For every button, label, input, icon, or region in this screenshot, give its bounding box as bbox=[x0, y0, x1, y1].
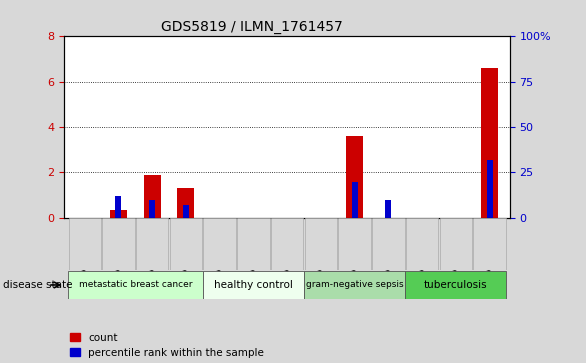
Bar bbox=[183, 205, 189, 218]
FancyBboxPatch shape bbox=[102, 218, 135, 270]
Bar bbox=[178, 188, 195, 218]
Bar bbox=[486, 160, 493, 218]
Bar bbox=[110, 210, 127, 218]
FancyBboxPatch shape bbox=[271, 218, 304, 270]
FancyBboxPatch shape bbox=[305, 218, 337, 270]
FancyBboxPatch shape bbox=[440, 218, 472, 270]
Bar bbox=[346, 136, 363, 218]
FancyBboxPatch shape bbox=[473, 218, 506, 270]
Text: disease state: disease state bbox=[3, 280, 73, 290]
FancyBboxPatch shape bbox=[372, 218, 404, 270]
FancyBboxPatch shape bbox=[203, 218, 236, 270]
FancyBboxPatch shape bbox=[136, 218, 168, 270]
Legend: count, percentile rank within the sample: count, percentile rank within the sample bbox=[70, 333, 264, 358]
FancyBboxPatch shape bbox=[304, 271, 406, 299]
Bar bbox=[149, 200, 155, 218]
FancyBboxPatch shape bbox=[170, 218, 202, 270]
Bar bbox=[386, 200, 391, 218]
FancyBboxPatch shape bbox=[406, 271, 506, 299]
Text: healthy control: healthy control bbox=[214, 280, 293, 290]
FancyBboxPatch shape bbox=[237, 218, 270, 270]
Bar bbox=[144, 175, 161, 218]
FancyBboxPatch shape bbox=[339, 218, 371, 270]
Title: GDS5819 / ILMN_1761457: GDS5819 / ILMN_1761457 bbox=[161, 20, 342, 34]
Text: metastatic breast cancer: metastatic breast cancer bbox=[79, 281, 192, 289]
FancyBboxPatch shape bbox=[406, 218, 438, 270]
Text: gram-negative sepsis: gram-negative sepsis bbox=[306, 281, 403, 289]
Bar bbox=[481, 68, 498, 218]
Bar bbox=[115, 196, 121, 218]
FancyBboxPatch shape bbox=[203, 271, 304, 299]
Bar bbox=[352, 182, 357, 218]
Text: tuberculosis: tuberculosis bbox=[424, 280, 488, 290]
FancyBboxPatch shape bbox=[68, 271, 203, 299]
FancyBboxPatch shape bbox=[69, 218, 101, 270]
